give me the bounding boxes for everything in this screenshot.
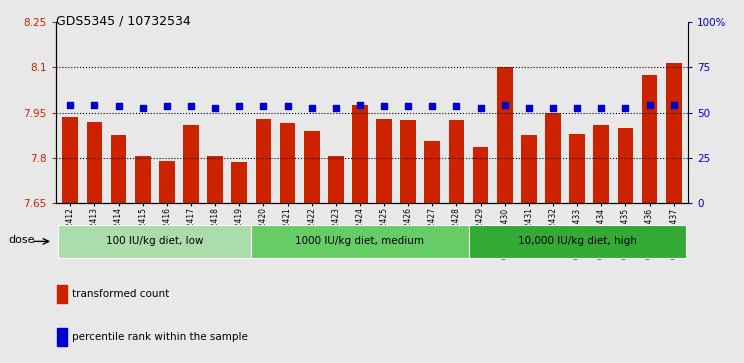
Point bbox=[451, 103, 463, 109]
Point bbox=[595, 105, 607, 111]
Point bbox=[475, 105, 487, 111]
Point bbox=[209, 105, 221, 111]
Text: 10,000 IU/kg diet, high: 10,000 IU/kg diet, high bbox=[518, 236, 637, 246]
Bar bbox=[472, 147, 489, 203]
Bar bbox=[255, 119, 272, 203]
Bar bbox=[666, 63, 682, 203]
Bar bbox=[521, 135, 536, 203]
Point bbox=[257, 103, 269, 109]
Point bbox=[137, 105, 149, 111]
Point bbox=[498, 102, 510, 108]
Bar bbox=[135, 156, 150, 203]
Point bbox=[89, 102, 100, 108]
Bar bbox=[425, 141, 440, 203]
Bar bbox=[231, 163, 247, 203]
Point bbox=[185, 103, 197, 109]
Text: percentile rank within the sample: percentile rank within the sample bbox=[71, 332, 248, 342]
Point bbox=[234, 103, 246, 109]
Point bbox=[378, 103, 390, 109]
Bar bbox=[57, 328, 67, 346]
Point bbox=[571, 105, 583, 111]
Bar bbox=[618, 128, 633, 203]
Bar bbox=[376, 119, 392, 203]
Bar bbox=[449, 120, 464, 203]
Bar bbox=[304, 131, 319, 203]
Text: 1000 IU/kg diet, medium: 1000 IU/kg diet, medium bbox=[295, 236, 424, 246]
Bar bbox=[545, 113, 561, 203]
Point bbox=[426, 103, 438, 109]
FancyBboxPatch shape bbox=[469, 225, 686, 258]
Bar bbox=[400, 120, 416, 203]
Bar bbox=[569, 134, 585, 203]
Bar bbox=[642, 75, 658, 203]
Bar bbox=[280, 123, 295, 203]
Point bbox=[523, 105, 535, 111]
Point bbox=[668, 102, 680, 108]
Bar bbox=[86, 122, 102, 203]
Point bbox=[330, 105, 341, 111]
Point bbox=[161, 103, 173, 109]
Bar bbox=[183, 125, 199, 203]
Point bbox=[306, 105, 318, 111]
Point bbox=[281, 103, 293, 109]
Bar bbox=[62, 117, 78, 203]
Text: GDS5345 / 10732534: GDS5345 / 10732534 bbox=[56, 15, 190, 28]
Point bbox=[112, 103, 124, 109]
Point bbox=[354, 102, 366, 108]
Text: 100 IU/kg diet, low: 100 IU/kg diet, low bbox=[106, 236, 204, 246]
Bar bbox=[111, 135, 126, 203]
Bar bbox=[208, 156, 223, 203]
Bar bbox=[352, 105, 368, 203]
Text: transformed count: transformed count bbox=[71, 289, 169, 299]
Bar bbox=[594, 125, 609, 203]
Bar bbox=[159, 161, 175, 203]
FancyBboxPatch shape bbox=[58, 225, 251, 258]
Point bbox=[547, 105, 559, 111]
Point bbox=[403, 103, 414, 109]
Text: dose: dose bbox=[8, 234, 35, 245]
Bar bbox=[328, 156, 344, 203]
Bar bbox=[497, 67, 513, 203]
Point bbox=[644, 102, 655, 108]
Point bbox=[620, 105, 632, 111]
Bar bbox=[57, 285, 67, 303]
Point bbox=[64, 102, 76, 108]
FancyBboxPatch shape bbox=[251, 225, 469, 258]
